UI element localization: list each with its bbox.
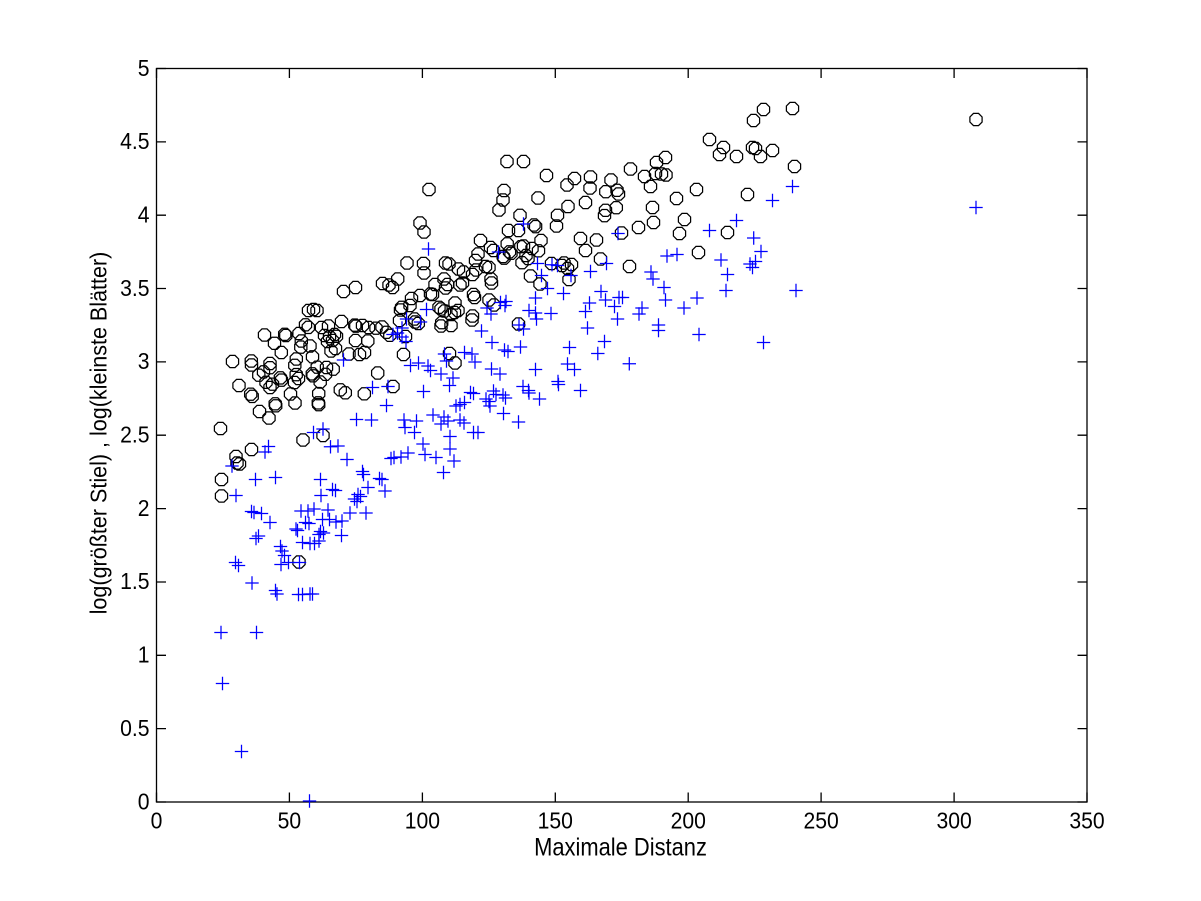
svg-text:4.5: 4.5	[120, 128, 149, 154]
svg-text:1: 1	[138, 642, 150, 668]
svg-text:3.5: 3.5	[120, 275, 149, 301]
svg-text:3: 3	[138, 348, 150, 374]
svg-text:0.5: 0.5	[120, 715, 149, 741]
svg-text:0: 0	[151, 807, 163, 833]
svg-text:150: 150	[538, 807, 573, 833]
svg-text:350: 350	[1069, 807, 1104, 833]
svg-text:200: 200	[671, 807, 706, 833]
svg-text:5: 5	[138, 55, 150, 81]
svg-text:log(größter Stiel) , log(klein: log(größter Stiel) , log(kleinste Blätte…	[85, 252, 111, 615]
svg-text:2: 2	[138, 495, 150, 521]
svg-text:0: 0	[138, 788, 150, 814]
svg-text:100: 100	[405, 807, 440, 833]
svg-text:1.5: 1.5	[120, 568, 149, 594]
svg-text:Maximale Distanz: Maximale Distanz	[534, 833, 707, 861]
svg-text:300: 300	[936, 807, 971, 833]
svg-text:2.5: 2.5	[120, 422, 149, 448]
svg-text:250: 250	[803, 807, 838, 833]
svg-text:50: 50	[278, 807, 302, 833]
svg-text:4: 4	[138, 201, 150, 227]
